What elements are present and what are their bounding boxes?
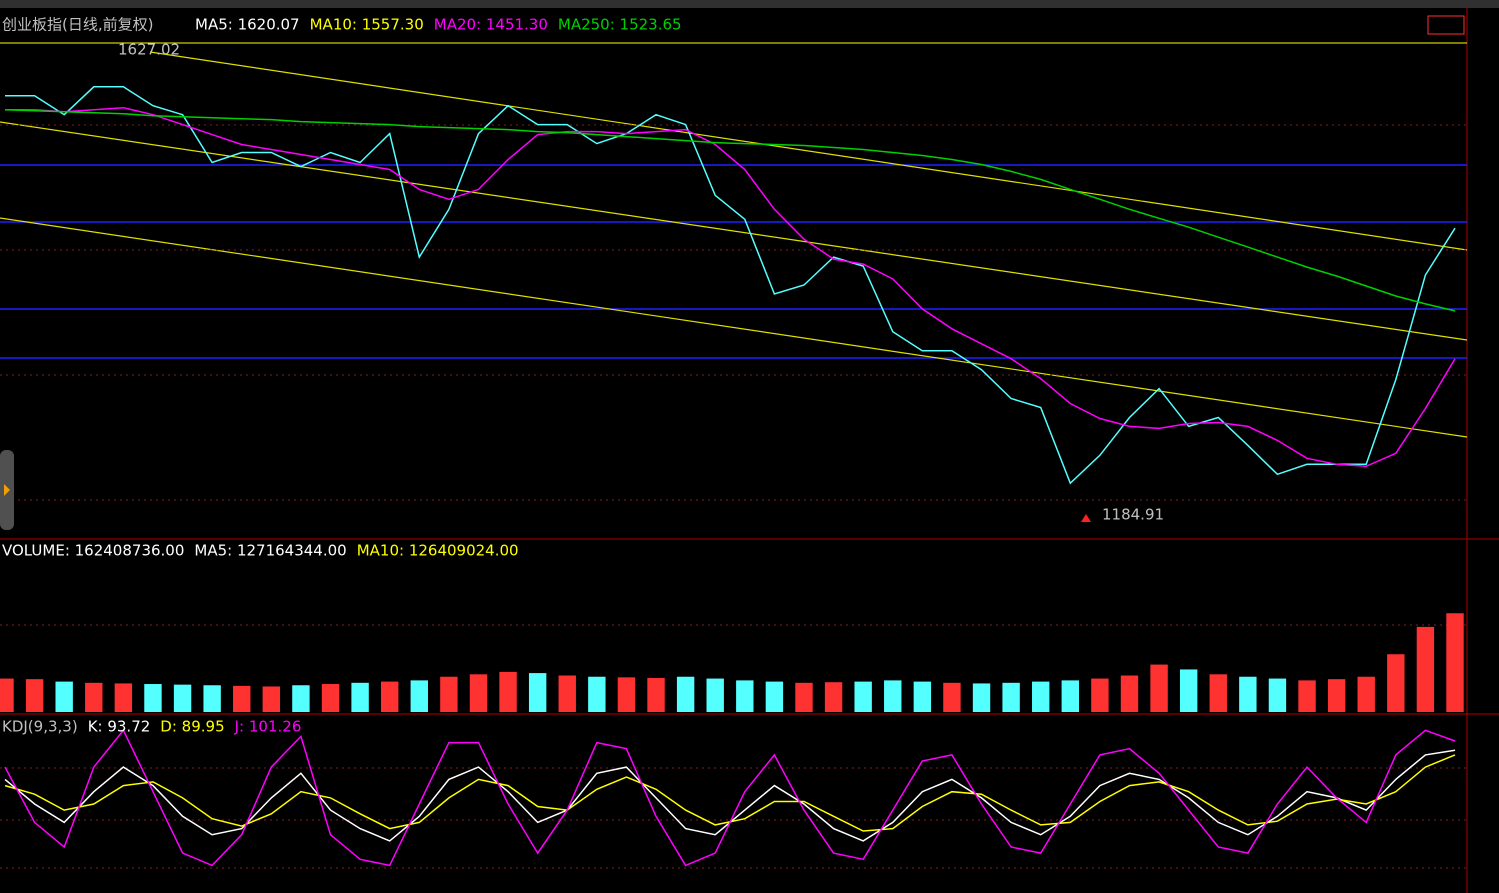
low-marker: [1081, 514, 1091, 522]
volume-bar: [233, 685, 251, 712]
legend-entry: VOLUME: 162408736.00: [2, 542, 184, 560]
trend-channel: [0, 51, 1468, 438]
volume-bar: [1387, 654, 1405, 712]
volume-bar: [499, 671, 517, 712]
volume-bar: [558, 675, 576, 712]
volume-bar: [1179, 669, 1198, 712]
volume-bar: [1002, 682, 1020, 712]
volume-bar: [1032, 681, 1050, 712]
volume-bar: [854, 681, 872, 712]
volume-bar: [262, 686, 281, 712]
volume-bar: [1357, 676, 1375, 712]
volume-bar: [676, 676, 695, 712]
volume-bar: [292, 685, 310, 712]
legend-entry: MA250: 1523.65: [558, 16, 682, 34]
side-handle-arrow: [4, 484, 10, 496]
volume-bar: [795, 682, 813, 712]
chart-title: 创业板指(日线,前复权): [2, 16, 153, 34]
legend-entry: MA5: 1620.07: [195, 16, 300, 34]
level-lines: [0, 164, 1467, 359]
volume-bar: [1091, 678, 1109, 712]
volume-bar: [351, 682, 369, 712]
low-annotation: 1184.91: [1102, 506, 1164, 524]
volume-bar: [1298, 680, 1316, 712]
volume-bar: [173, 684, 192, 712]
window-buttons[interactable]: [1427, 15, 1465, 35]
legend-entry: MA10: 1557.30: [310, 16, 424, 34]
dotted-grid: [0, 124, 1467, 869]
volume-bar: [617, 677, 636, 712]
series-line: [4, 749, 1456, 842]
volume-bar: [1239, 676, 1257, 712]
legend-entry: KDJ(9,3,3): [2, 718, 78, 736]
legend-entry: MA20: 1451.30: [434, 16, 548, 34]
volume-bar: [114, 683, 133, 712]
volume-bar: [85, 682, 103, 712]
legend-entry: K: 93.72: [88, 718, 151, 736]
volume-bar: [972, 683, 991, 712]
volume-bar: [410, 680, 428, 712]
volume-bar: [1150, 664, 1168, 712]
tab-strip: [0, 0, 1499, 8]
volume-bar: [1327, 679, 1346, 712]
volume-bar: [321, 684, 340, 712]
legend-entry: MA5: 127164344.00: [194, 542, 346, 560]
series-line: [4, 108, 1456, 312]
volume-bar: [55, 681, 73, 712]
legend-entry: MA10: 126409024.00: [357, 542, 519, 560]
series-line: [5, 86, 1456, 485]
volume-bar: [1061, 680, 1080, 712]
volume-bar: [765, 681, 784, 712]
volume-bar: [1416, 626, 1435, 712]
volume-bar: [913, 681, 932, 712]
volume-bar: [1446, 613, 1464, 712]
volume-bar: [1120, 675, 1139, 712]
volume-bar: [203, 685, 221, 712]
volume-bar: [528, 673, 547, 712]
volume-bar: [1209, 674, 1227, 712]
volume-bar: [943, 682, 961, 712]
volume-bar: [380, 681, 399, 712]
volume-bar: [647, 677, 665, 712]
volume-bar: [824, 682, 843, 712]
volume-bar: [884, 680, 902, 712]
series-line: [4, 728, 1456, 867]
volume-bar: [469, 674, 488, 712]
volume-bar: [440, 676, 458, 712]
legend-entry: J: 101.26: [234, 718, 302, 736]
volume-bar: [706, 678, 724, 712]
volume-bar: [736, 680, 754, 712]
volume-bar: [1268, 678, 1287, 712]
series-line: [5, 106, 1456, 468]
volume-bar: [144, 684, 162, 712]
volume-bar: [25, 679, 44, 712]
volume-bar: [0, 678, 14, 712]
high-annotation: 1627.02: [118, 41, 180, 59]
volume-bar: [588, 676, 606, 712]
legend-entry: D: 89.95: [160, 718, 224, 736]
